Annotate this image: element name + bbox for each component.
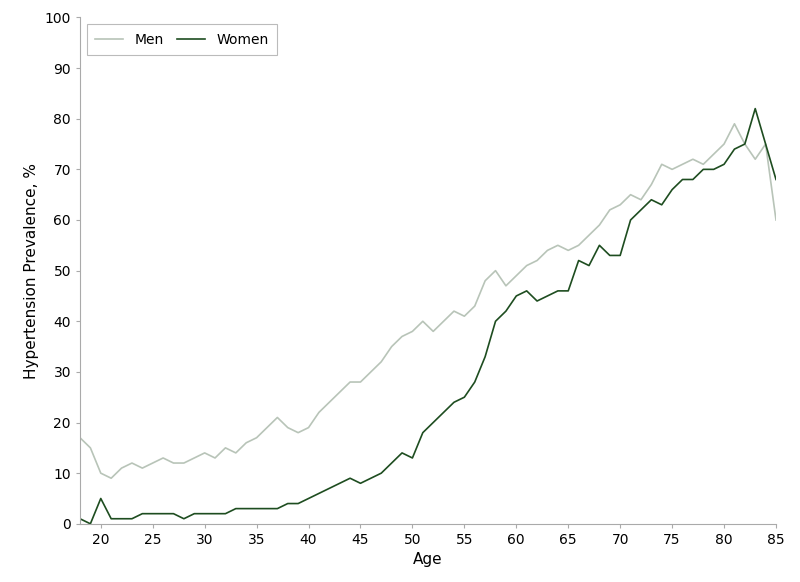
Men bbox=[719, 141, 729, 148]
Women bbox=[553, 288, 562, 294]
Women bbox=[698, 166, 708, 173]
Women bbox=[636, 207, 646, 214]
Women bbox=[75, 515, 85, 522]
Men bbox=[75, 434, 85, 441]
Y-axis label: Hypertension Prevalence, %: Hypertension Prevalence, % bbox=[24, 162, 39, 379]
Line: Men: Men bbox=[80, 124, 776, 478]
Women bbox=[719, 161, 729, 168]
Line: Women: Women bbox=[80, 109, 776, 524]
Men bbox=[106, 475, 116, 482]
Women bbox=[709, 166, 718, 173]
Women bbox=[584, 262, 594, 269]
Women bbox=[771, 176, 781, 183]
Legend: Men, Women: Men, Women bbox=[87, 24, 277, 55]
X-axis label: Age: Age bbox=[413, 552, 443, 567]
Men bbox=[709, 151, 718, 158]
Men bbox=[698, 161, 708, 168]
Men bbox=[730, 120, 739, 127]
Men bbox=[636, 196, 646, 203]
Men bbox=[553, 242, 562, 249]
Women bbox=[750, 105, 760, 112]
Men bbox=[771, 217, 781, 223]
Men bbox=[584, 232, 594, 239]
Women bbox=[86, 520, 95, 527]
